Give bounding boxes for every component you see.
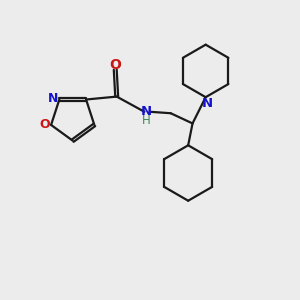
Text: N: N <box>140 105 152 118</box>
Text: H: H <box>142 114 150 127</box>
Text: N: N <box>48 92 58 105</box>
Text: N: N <box>201 97 212 110</box>
Text: O: O <box>39 118 50 131</box>
Text: O: O <box>109 58 121 72</box>
